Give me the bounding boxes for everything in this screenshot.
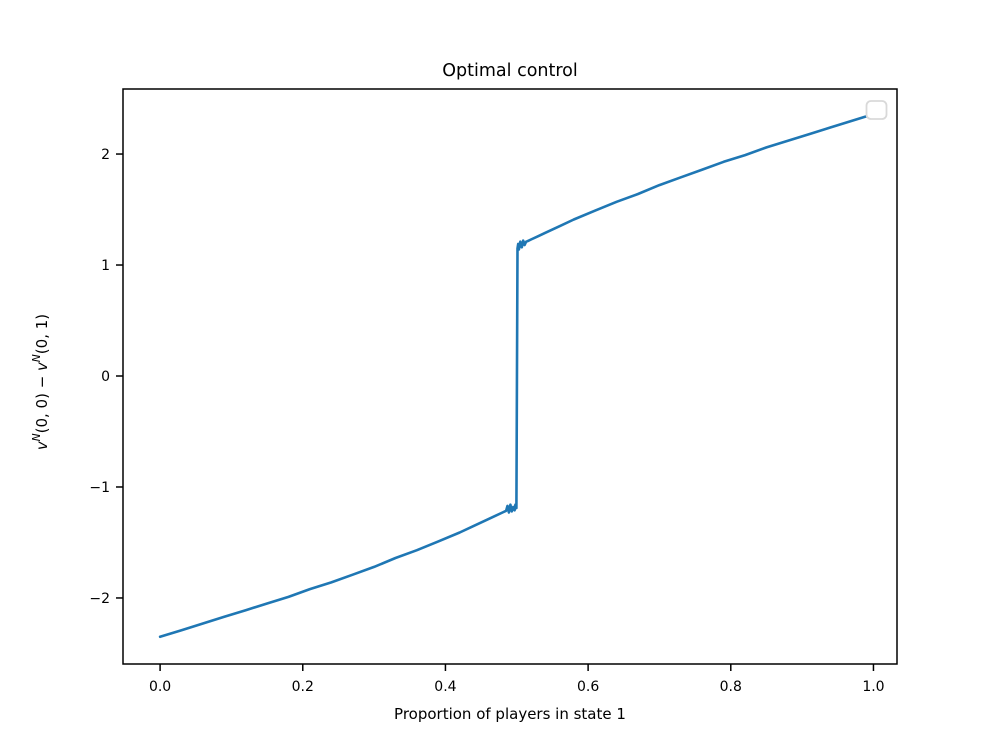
- y-axis-label: vN(0, 0) − vN(0, 1): [31, 314, 51, 450]
- y-label-mid: (0, 0) −: [33, 371, 51, 433]
- y-label-end: (0, 1): [33, 314, 51, 354]
- y-label-sup1: N: [31, 433, 43, 441]
- x-tick-label: 1.0: [862, 679, 884, 695]
- legend-box: [865, 100, 888, 120]
- y-tick-label: 2: [101, 147, 110, 163]
- x-tick-label: 0.6: [577, 679, 599, 695]
- y-label-var2: v: [33, 361, 51, 371]
- x-tick-label: 0.0: [149, 679, 171, 695]
- y-label-sup2: N: [31, 354, 43, 362]
- ticks-layer: 0.0 0.2 0.4 0.6 0.8 1.0 2 1 0 −1 −2: [89, 147, 884, 695]
- y-label-var1: v: [33, 440, 51, 450]
- series-layer: [158, 112, 875, 639]
- x-tick-label: 0.2: [292, 679, 314, 695]
- chart-title: Optimal control: [442, 61, 577, 81]
- y-tick-label: −1: [89, 480, 110, 496]
- plot-area: [122, 88, 898, 665]
- y-tick-label: 1: [101, 258, 110, 274]
- series-line: [158, 112, 875, 639]
- x-tick-label: 0.4: [434, 679, 456, 695]
- x-axis-label: Proportion of players in state 1: [394, 705, 626, 723]
- y-tick-label: 0: [101, 369, 110, 385]
- x-tick-label: 0.8: [720, 679, 742, 695]
- y-tick-label: −2: [89, 591, 110, 607]
